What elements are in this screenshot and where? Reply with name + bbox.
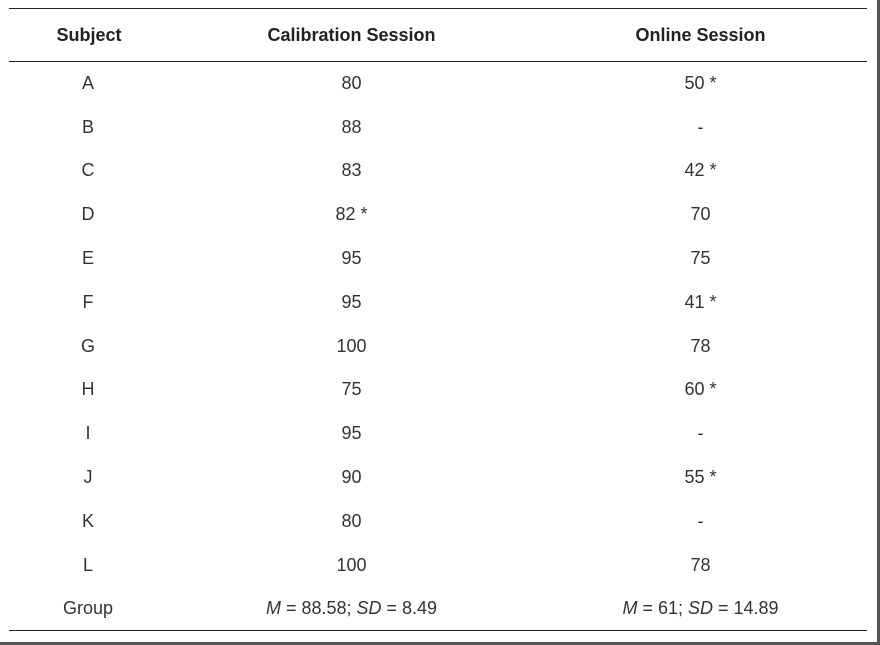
table-row: I 95 -	[9, 412, 867, 456]
table-header-row: Subject Calibration Session Online Sessi…	[9, 8, 867, 62]
subject-cell: A	[81, 73, 94, 94]
table-row: E 95 75	[9, 237, 867, 281]
calibration-score-cell: 82 *	[335, 204, 368, 225]
online-score-cell: 50 *	[684, 73, 717, 94]
sd-value: = 8.49	[381, 598, 438, 619]
header-subject: Subject	[56, 24, 122, 45]
calibration-score-cell: 95	[341, 248, 362, 269]
subject-cell: J	[83, 467, 93, 488]
online-score-cell: -	[697, 510, 704, 531]
group-label-cell: Group	[62, 598, 114, 619]
subject-cell: E	[81, 248, 94, 269]
online-score-cell: 78	[690, 335, 711, 356]
sd-label: SD	[687, 598, 713, 619]
table-body: A 80 50 * B 88 - C 83 42 * D 82 * 70 E 95 75 F 95 41 * G 10…	[9, 62, 867, 631]
subject-cell: L	[82, 554, 93, 575]
calibration-score-cell: 95	[341, 423, 362, 444]
window-frame-bottom	[0, 642, 880, 645]
subject-cell: G	[80, 335, 95, 356]
online-score-cell: 41 *	[684, 291, 717, 312]
header-online-session: Online Session	[635, 24, 766, 45]
calibration-score-cell: 80	[341, 73, 362, 94]
online-score-cell: 55 *	[684, 467, 717, 488]
table-row: F 95 41 *	[9, 280, 867, 324]
mean-value: = 61;	[637, 598, 688, 619]
calibration-score-cell: 75	[341, 379, 362, 400]
subject-cell: F	[82, 291, 94, 312]
subject-cell: I	[85, 423, 91, 444]
group-summary-row: Group M = 88.58; SD = 8.49 M = 61; SD = 14…	[9, 587, 867, 631]
subject-cell: H	[81, 379, 95, 400]
calibration-score-cell: 100	[336, 554, 367, 575]
table-row: C 83 42 *	[9, 149, 867, 193]
subject-cell: D	[81, 204, 95, 225]
calibration-score-cell: 90	[341, 467, 362, 488]
table-row: K 80 -	[9, 499, 867, 543]
results-table: Subject Calibration Session Online Sessi…	[9, 8, 867, 631]
mean-label: M	[265, 598, 281, 619]
table-row: H 75 60 *	[9, 368, 867, 412]
subject-cell: C	[81, 160, 95, 181]
table-row: J 90 55 *	[9, 456, 867, 500]
online-score-cell: 75	[690, 248, 711, 269]
calibration-score-cell: 83	[341, 160, 362, 181]
sd-label: SD	[356, 598, 382, 619]
mean-value: = 88.58;	[280, 598, 357, 619]
online-score-cell: 60 *	[684, 379, 717, 400]
table-row: G 100 78	[9, 324, 867, 368]
group-online-stats-cell: M = 61; SD = 14.89	[534, 587, 867, 631]
table-row: L 100 78	[9, 543, 867, 587]
header-calibration-session: Calibration Session	[267, 24, 436, 45]
online-score-cell: 78	[690, 554, 711, 575]
calibration-score-cell: 95	[341, 291, 362, 312]
calibration-score-cell: 88	[341, 116, 362, 137]
subject-cell: K	[81, 510, 94, 531]
table-row: B 88 -	[9, 105, 867, 149]
calibration-score-cell: 80	[341, 510, 362, 531]
mean-label: M	[622, 598, 638, 619]
online-score-cell: -	[697, 423, 704, 444]
online-score-cell: -	[697, 116, 704, 137]
calibration-score-cell: 100	[336, 335, 367, 356]
sd-value: = 14.89	[713, 598, 779, 619]
online-score-cell: 42 *	[684, 160, 717, 181]
table-row: D 82 * 70	[9, 193, 867, 237]
group-calibration-stats-cell: M = 88.58; SD = 8.49	[169, 587, 534, 631]
subject-cell: B	[81, 116, 94, 137]
table-row: A 80 50 *	[9, 62, 867, 106]
results-table-container: Subject Calibration Session Online Sessi…	[9, 8, 867, 631]
window-frame-right	[877, 0, 880, 645]
online-score-cell: 70	[690, 204, 711, 225]
